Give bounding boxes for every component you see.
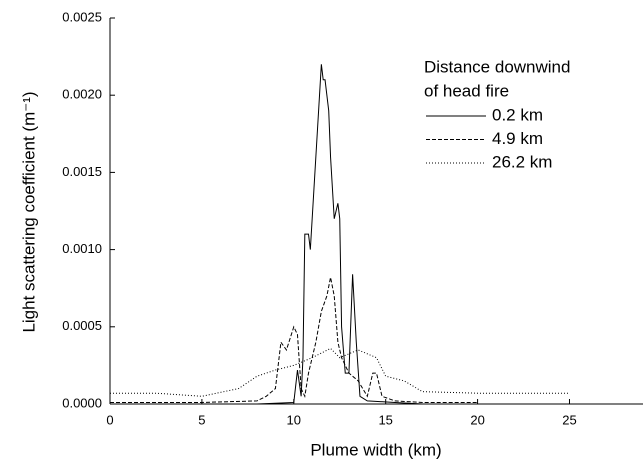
y-tick-label: 0.0000 — [62, 395, 102, 410]
x-tick-label: 5 — [198, 412, 205, 427]
data-line — [110, 347, 570, 397]
data-line — [257, 64, 423, 405]
x-tick-label: 10 — [287, 412, 301, 427]
x-tick-label: 0 — [106, 412, 113, 427]
data-line — [110, 277, 478, 403]
y-tick-label: 0.0005 — [62, 318, 102, 333]
y-tick-label: 0.0025 — [62, 9, 102, 24]
y-tick-label: 0.0015 — [62, 164, 102, 179]
legend-label: 4.9 km — [492, 129, 543, 148]
legend-title: of head fire — [424, 81, 509, 100]
y-tick-label: 0.0010 — [62, 241, 102, 256]
x-tick-label: 25 — [562, 412, 576, 427]
legend-title: Distance downwind — [424, 57, 570, 76]
x-tick-label: 15 — [378, 412, 392, 427]
y-axis-label: Light scattering coefficient (m⁻¹) — [19, 91, 38, 332]
x-tick-label: 20 — [470, 412, 484, 427]
legend-label: 0.2 km — [492, 105, 543, 124]
legend-label: 26.2 km — [492, 152, 552, 171]
y-tick-label: 0.0020 — [62, 87, 102, 102]
x-axis-label: Plume width (km) — [310, 440, 441, 459]
